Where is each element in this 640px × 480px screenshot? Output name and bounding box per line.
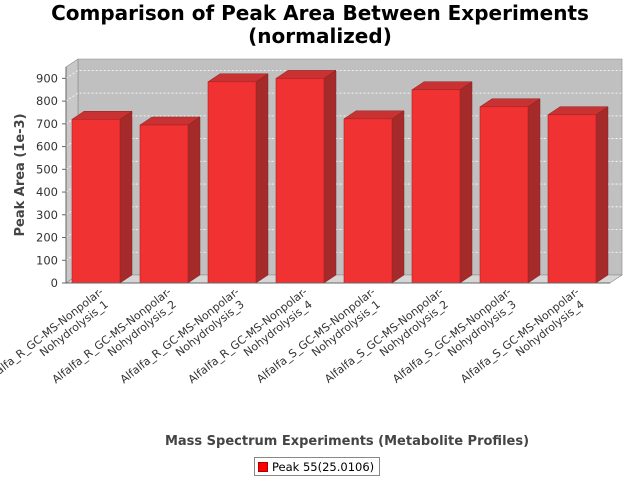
bar [71, 118, 121, 284]
legend-swatch [258, 461, 268, 472]
chart-title-line-1: Comparison of Peak Area Between Experime… [51, 1, 589, 25]
gridline [65, 69, 622, 79]
bar [275, 78, 325, 284]
bar-side [527, 98, 541, 284]
chart-title: Comparison of Peak Area Between Experime… [0, 2, 640, 48]
bar-side [187, 116, 201, 284]
bar-side [255, 73, 269, 284]
bar [547, 114, 597, 284]
y-tick-label: 900 [36, 71, 58, 85]
bar [479, 106, 529, 284]
y-tick-label: 700 [36, 117, 58, 131]
bar-side [391, 110, 405, 284]
bar [207, 81, 257, 284]
chart-title-line-2: (normalized) [248, 24, 392, 48]
y-tick-label: 500 [36, 162, 58, 176]
bar-side [119, 110, 133, 284]
bar [139, 124, 189, 284]
y-tick-label: 600 [36, 140, 58, 154]
y-tick-label: 300 [36, 208, 58, 222]
legend: Peak 55(25.0106) [254, 457, 381, 476]
x-tick-label: Alfalfa_S_GC-MS-Nonpolar-Nohydrolysis_4 [458, 285, 590, 396]
y-axis-label: Peak Area (1e-3) [13, 113, 28, 236]
y-tick-label: 200 [36, 231, 58, 245]
x-axis-label: Mass Spectrum Experiments (Metabolite Pr… [165, 434, 529, 449]
y-tick-label: 800 [36, 94, 58, 108]
bar-side [459, 81, 473, 284]
y-tick-label: 0 [51, 276, 58, 290]
legend-label: Peak 55(25.0106) [272, 459, 375, 474]
bar [343, 118, 393, 284]
bar-side [323, 69, 337, 284]
bar-side [595, 106, 609, 284]
y-tick-label: 100 [36, 253, 58, 267]
bar [411, 89, 461, 284]
y-tick-label: 400 [36, 185, 58, 199]
